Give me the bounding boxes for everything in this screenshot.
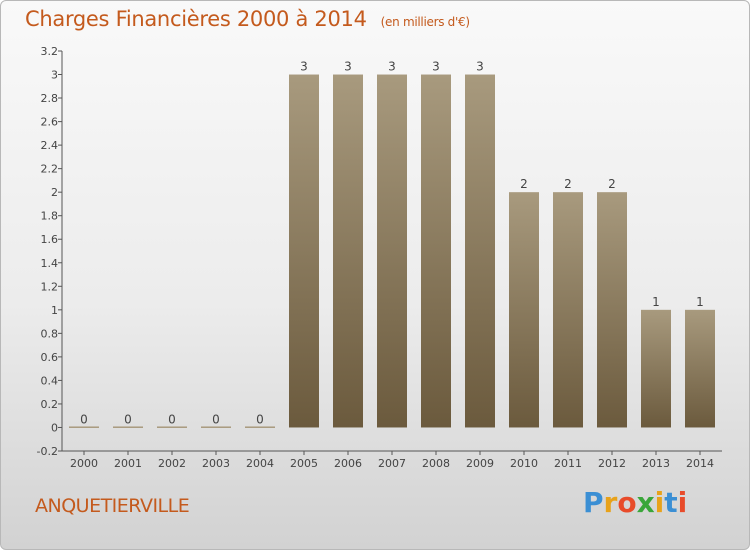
bar xyxy=(333,74,363,428)
bar xyxy=(685,309,715,428)
y-tick-label: 1.4 xyxy=(41,257,59,270)
logo-letter: P xyxy=(583,486,604,519)
bar xyxy=(641,309,671,428)
bar xyxy=(465,74,495,428)
bar-value-label: 1 xyxy=(652,295,660,309)
logo-letter: x xyxy=(636,486,655,519)
y-tick-label: 2 xyxy=(51,186,58,199)
bar xyxy=(377,74,407,428)
bar-value-label: 0 xyxy=(168,412,176,426)
logo-letter: i xyxy=(654,486,665,519)
x-tick-label: 2000 xyxy=(70,457,98,470)
bar-value-label: 3 xyxy=(388,60,396,74)
y-tick-label: 1.2 xyxy=(41,280,59,293)
title-text: Charges Financières 2000 à 2014 xyxy=(25,7,367,31)
x-tick-label: 2008 xyxy=(422,457,450,470)
x-tick-label: 2010 xyxy=(510,457,538,470)
x-tick-label: 2004 xyxy=(246,457,274,470)
subtitle-text: (en milliers d'€) xyxy=(380,15,470,29)
y-tick-label: 2.4 xyxy=(41,139,59,152)
logo-letter: t xyxy=(664,486,678,519)
x-tick-label: 2002 xyxy=(158,457,186,470)
bar-value-label: 0 xyxy=(212,412,220,426)
y-tick-label: -0.2 xyxy=(37,445,58,458)
bar xyxy=(509,192,539,428)
x-tick-label: 2009 xyxy=(466,457,494,470)
logo-letter: r xyxy=(603,486,618,519)
bar-value-label: 3 xyxy=(344,60,352,74)
x-tick-label: 2003 xyxy=(202,457,230,470)
y-tick-label: 0.4 xyxy=(41,374,59,387)
logo-letter: i xyxy=(677,486,688,519)
chart-title: Charges Financières 2000 à 2014 (en milli… xyxy=(25,7,470,31)
y-tick-label: 1.8 xyxy=(41,210,59,223)
x-tick-label: 2014 xyxy=(686,457,714,470)
x-tick-label: 2006 xyxy=(334,457,362,470)
y-tick-label: 3.2 xyxy=(41,45,59,58)
y-tick-label: 0.6 xyxy=(41,351,59,364)
proxiti-logo: Proxiti xyxy=(583,486,687,519)
bar xyxy=(201,426,231,428)
y-tick-label: 1.6 xyxy=(41,233,59,246)
y-tick-label: 0 xyxy=(51,421,58,434)
x-tick-label: 2012 xyxy=(598,457,626,470)
bar xyxy=(553,192,583,428)
bar xyxy=(157,426,187,428)
bar xyxy=(113,426,143,428)
y-tick-label: 2.2 xyxy=(41,163,59,176)
y-tick-label: 3 xyxy=(51,69,58,82)
bar-value-label: 2 xyxy=(564,177,572,191)
y-tick-label: 0.2 xyxy=(41,398,59,411)
y-tick-label: 2.6 xyxy=(41,116,59,129)
commune-name: ANQUETIERVILLE xyxy=(35,495,190,517)
x-tick-label: 2013 xyxy=(642,457,670,470)
bar-value-label: 0 xyxy=(124,412,132,426)
bar xyxy=(597,192,627,428)
bar-value-label: 2 xyxy=(520,177,528,191)
bar xyxy=(69,426,99,428)
y-tick-label: 2.8 xyxy=(41,92,59,105)
x-tick-label: 2001 xyxy=(114,457,142,470)
bar-value-label: 0 xyxy=(256,412,264,426)
x-tick-label: 2007 xyxy=(378,457,406,470)
bar-value-label: 2 xyxy=(608,177,616,191)
bar xyxy=(245,426,275,428)
bar-value-label: 3 xyxy=(476,60,484,74)
bar-value-label: 3 xyxy=(300,60,308,74)
bar-value-label: 1 xyxy=(696,295,704,309)
y-tick-label: 0.8 xyxy=(41,327,59,340)
bar xyxy=(421,74,451,428)
bar-value-label: 0 xyxy=(80,412,88,426)
y-tick-label: 1 xyxy=(51,304,58,317)
x-tick-label: 2011 xyxy=(554,457,582,470)
bar xyxy=(289,74,319,428)
logo-letter: o xyxy=(617,486,637,519)
x-tick-label: 2005 xyxy=(290,457,318,470)
bar-value-label: 3 xyxy=(432,60,440,74)
